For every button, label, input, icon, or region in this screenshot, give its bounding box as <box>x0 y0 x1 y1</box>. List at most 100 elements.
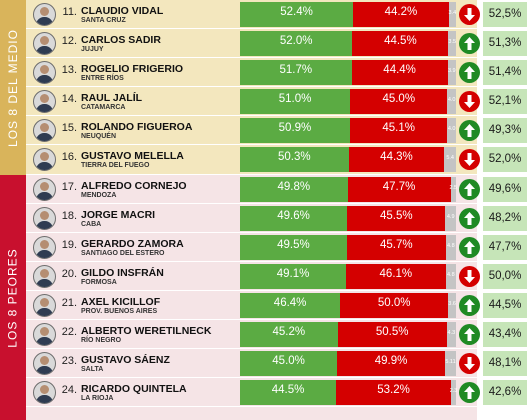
rank-number: 21. <box>61 296 77 309</box>
avatar <box>33 352 56 376</box>
arrow-up-icon <box>459 120 480 142</box>
no-sabe-value: 3.5 <box>448 39 457 46</box>
rank-number: 12. <box>61 35 77 48</box>
rank-number: 23. <box>61 355 77 368</box>
approve-value: 49.5% <box>277 238 310 251</box>
arrow-down-icon <box>459 4 480 25</box>
arrow-up-icon <box>459 382 480 404</box>
province-name: NEUQUÉN <box>81 133 117 141</box>
section-label-medio-text: LOS 8 DEL MEDIO <box>6 28 21 147</box>
no-sabe-value: 3.4 <box>448 10 457 16</box>
governor-name: JORGE MACRI <box>81 208 156 221</box>
rank-number: 13. <box>61 64 77 77</box>
no-sabe-bar <box>447 89 456 115</box>
approve-bar <box>240 89 351 115</box>
avatar <box>33 3 56 26</box>
previous-value: 48,1% <box>483 351 527 377</box>
approve-value: 52.0% <box>279 35 313 48</box>
table-row: 22. ALBERTO WERETILNECK RÍO NEGRO 45.2% 50.5… <box>26 320 527 350</box>
avatar <box>33 381 56 405</box>
table-row: 18. JORGE MACRI CABA 49.6% 45.5% 4.9 48,2% <box>26 204 527 233</box>
table-row: 16. GUSTAVO MELELLA TIERRA DEL FUEGO 50.3% 4… <box>26 145 527 175</box>
arrow-up-icon <box>459 62 480 84</box>
no-sabe-bar <box>447 60 456 86</box>
rank-number: 11. <box>62 6 77 18</box>
previous-value: 52,1% <box>483 89 527 115</box>
disapprove-value: 44.4% <box>383 64 416 77</box>
no-sabe-value: 4.0 <box>447 126 456 133</box>
no-sabe-value: 3.9 <box>447 68 456 75</box>
province-name: SANTIAGO DEL ESTERO <box>81 249 165 257</box>
previous-value: 44,5% <box>483 292 527 318</box>
arrow-up-icon <box>459 33 480 55</box>
previous-value: 42,6% <box>483 380 527 406</box>
approve-value: 52.4% <box>280 6 313 18</box>
rank-number: 18. <box>61 209 77 222</box>
table-row: 20. GILDO INSFRÁN FORMOSA 49.1% 46.1% 4.8 50,0… <box>26 262 527 291</box>
no-sabe-bar <box>451 380 456 406</box>
approve-value: 50.3% <box>278 151 311 164</box>
disapprove-bar <box>346 263 446 289</box>
no-sabe-value: 3.6 <box>448 300 456 307</box>
no-sabe-bar <box>448 292 456 318</box>
rank-number: 20. <box>61 267 77 280</box>
no-sabe-bar <box>447 118 456 144</box>
rank-number: 22. <box>61 326 77 339</box>
table-row: 11. CLAUDIO VIDAL SANTA CRUZ 52.4% 44.2% 3.4 5… <box>26 0 527 30</box>
rank-number: 15. <box>61 122 77 135</box>
table-row: 13. ROGELIO FRIGERIO ENTRE RÍOS 51.7% 44.4% 3… <box>26 58 527 88</box>
governor-name: GILDO INSFRÁN <box>81 266 164 279</box>
no-sabe-value: 4.3 <box>447 330 456 337</box>
governor-name: ALBERTO WERETILNECK <box>81 325 212 338</box>
province-name: FORMOSA <box>81 278 117 286</box>
disapprove-bar <box>349 118 448 144</box>
approve-bar <box>240 322 338 348</box>
province-name: CABA <box>81 220 102 228</box>
disapprove-value: 45.7% <box>379 238 413 251</box>
table-row: 14. RAUL JALÍL CATAMARCA 51.0% 45.0% 4.0 52,1% <box>26 87 527 117</box>
approve-value: 44.5% <box>271 384 305 397</box>
table-row: 21. AXEL KICILLOF PROV. BUENOS AIRES 46.4% 5… <box>26 291 527 321</box>
disapprove-value: 50.0% <box>377 296 411 309</box>
disapprove-bar <box>337 351 445 377</box>
province-name: PROV. BUENOS AIRES <box>81 307 158 315</box>
governor-name: GUSTAVO SÁENZ <box>81 354 170 367</box>
disapprove-bar <box>353 2 449 27</box>
province-name: CATAMARCA <box>81 104 126 112</box>
approve-bar <box>240 176 348 202</box>
disapprove-value: 44.5% <box>384 35 417 48</box>
no-sabe-bar <box>448 31 456 57</box>
arrow-up-icon <box>459 236 480 258</box>
avatar <box>33 323 56 347</box>
table-row: 12. CARLOS SADIR JUJUY 52.0% 44.5% 3.5 51,3% <box>26 29 527 59</box>
no-sabe-bar <box>444 147 456 173</box>
approve-bar <box>240 118 350 144</box>
disapprove-bar <box>348 147 445 173</box>
disapprove-value: 46.1% <box>379 267 413 280</box>
disapprove-bar <box>350 89 448 115</box>
disapprove-value: 47.7% <box>382 180 416 193</box>
avatar <box>33 148 56 172</box>
governor-name: ROGELIO FRIGERIO <box>81 63 184 76</box>
avatar <box>33 235 56 259</box>
rank-number: 16. <box>61 151 77 164</box>
disapprove-value: 50.5% <box>375 326 409 339</box>
approve-value: 51.0% <box>278 93 312 106</box>
avatar <box>33 264 56 288</box>
approve-bar <box>240 380 337 406</box>
disapprove-value: 44.2% <box>384 6 418 18</box>
no-sabe-value: 2.3 <box>449 388 458 395</box>
previous-value: 48,2% <box>483 205 527 231</box>
avatar <box>33 61 56 85</box>
disapprove-bar <box>352 31 449 57</box>
no-sabe-bar <box>446 322 456 348</box>
table-row: 24. RICARDO QUINTELA LA RIOJA 44.5% 53.2% 2.3… <box>26 378 527 408</box>
no-sabe-value: 4.8 <box>446 271 455 278</box>
province-name: SANTA CRUZ <box>81 17 126 24</box>
province-name: ENTRE RÍOS <box>81 75 124 83</box>
table-row: 17. ALFREDO CORNEJO MENDOZA 49.8% 47.7% 2.5 49… <box>26 175 527 204</box>
province-name: MENDOZA <box>81 191 117 199</box>
approve-value: 49.6% <box>277 209 310 222</box>
rank-number: 17. <box>61 180 77 193</box>
province-name: SALTA <box>81 366 104 374</box>
